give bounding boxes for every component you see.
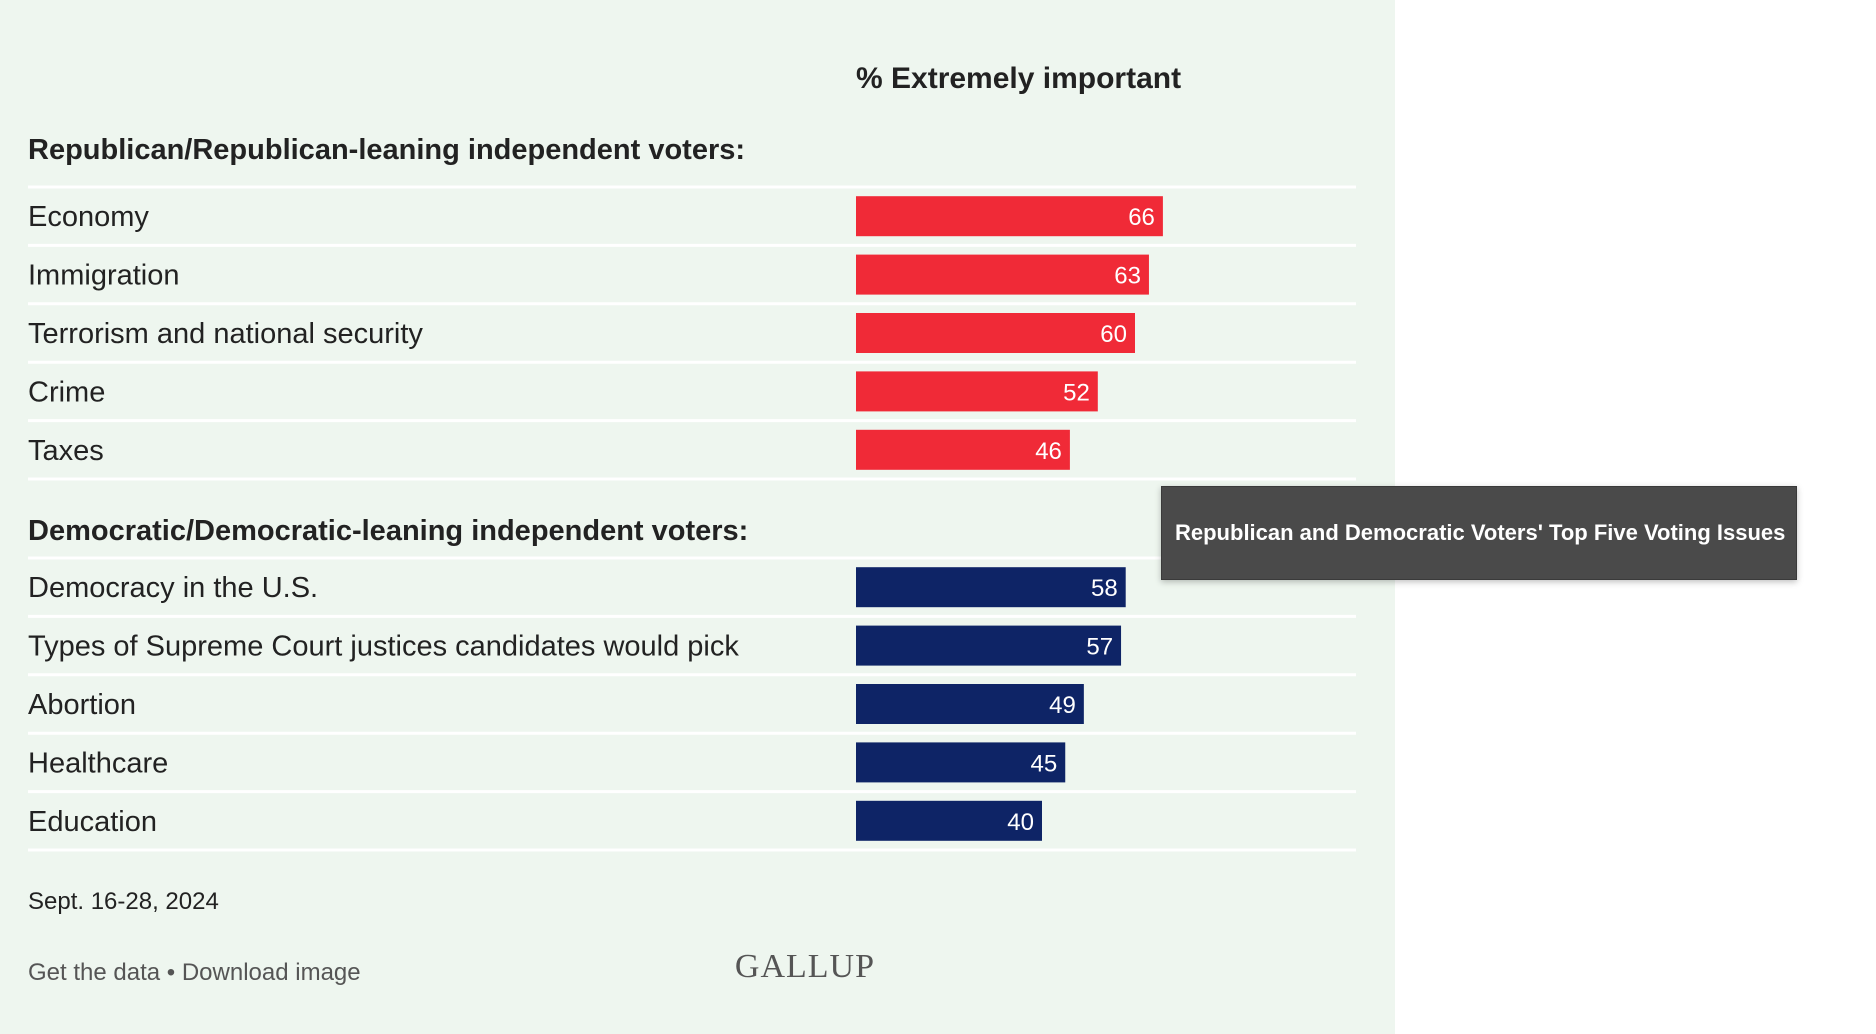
section-title: Republican/Republican-leaning independen… xyxy=(28,134,745,166)
bar xyxy=(856,567,1126,608)
bar-value-label: 63 xyxy=(1114,263,1141,290)
category-label: Types of Supreme Court justices candidat… xyxy=(28,631,739,663)
category-label: Economy xyxy=(28,201,149,233)
bar xyxy=(856,254,1149,295)
bar xyxy=(856,800,1042,841)
bar-value-label: 49 xyxy=(1049,692,1076,719)
bar-value-label: 46 xyxy=(1035,438,1062,465)
category-label: Abortion xyxy=(28,689,136,721)
plot-area: Republican/Republican-leaning independen… xyxy=(28,134,1356,852)
download-image-link[interactable]: Download image xyxy=(181,959,361,986)
bar xyxy=(856,742,1066,783)
bar-value-label: 40 xyxy=(1007,809,1034,836)
category-label: Education xyxy=(28,806,157,838)
category-label: Immigration xyxy=(28,260,180,292)
bar xyxy=(856,684,1084,724)
category-label: Crime xyxy=(28,376,105,408)
bar-value-label: 60 xyxy=(1100,321,1127,348)
bar xyxy=(856,313,1135,353)
bar-value-label: 52 xyxy=(1063,379,1090,406)
category-label: Terrorism and national security xyxy=(28,318,423,350)
survey-date: Sept. 16-28, 2024 xyxy=(28,888,219,915)
category-label: Healthcare xyxy=(28,747,168,779)
get-data-link[interactable]: Get the data xyxy=(28,959,161,986)
category-label: Taxes xyxy=(28,435,104,467)
gallup-logo: GALLUP xyxy=(734,948,875,985)
bar xyxy=(856,371,1098,412)
footer-links: Get the data • Download image xyxy=(28,959,361,987)
bar-chart: % Extremely important Republican/Republi… xyxy=(28,62,1356,852)
bar-value-label: 57 xyxy=(1086,634,1113,661)
bar-value-label: 66 xyxy=(1128,204,1155,231)
bar xyxy=(856,429,1070,470)
chart-title-tooltip: Republican and Democratic Voters' Top Fi… xyxy=(1161,486,1797,580)
bar xyxy=(856,625,1122,666)
bar-value-label: 45 xyxy=(1031,750,1058,777)
column-header: % Extremely important xyxy=(856,62,1181,95)
category-label: Democracy in the U.S. xyxy=(28,572,318,604)
section-title: Democratic/Democratic-leaning independen… xyxy=(28,515,748,547)
bar-value-label: 58 xyxy=(1091,575,1118,602)
bar xyxy=(856,196,1163,237)
footer-separator: • xyxy=(160,959,182,986)
